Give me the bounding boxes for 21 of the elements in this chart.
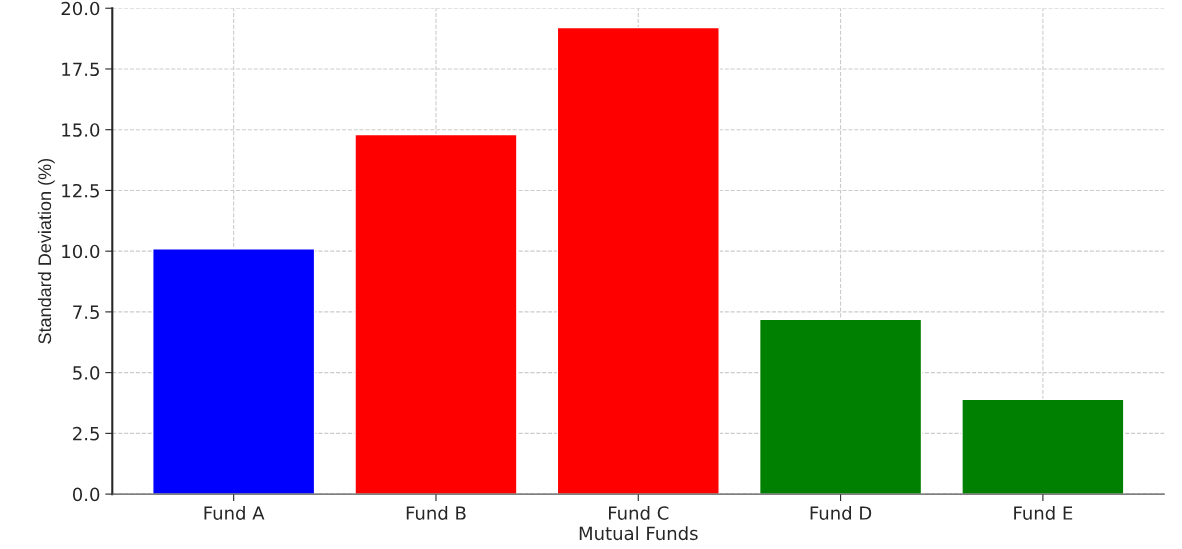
x-tick-label: Fund A — [204, 505, 265, 520]
y-tick-label: 10.0 — [62, 244, 100, 259]
x-tick-label: Fund C — [609, 505, 669, 520]
x-tick-label: Fund B — [406, 505, 466, 520]
bar — [556, 26, 720, 495]
bar — [152, 248, 316, 495]
y-tick-label: 12.5 — [62, 183, 99, 198]
x-axis-title: Mutual Funds — [579, 526, 698, 541]
y-tick-label: 15.0 — [62, 123, 100, 137]
y-axis-title: Standard Deviation (%) — [37, 158, 55, 344]
y-tick-label: 7.5 — [73, 305, 99, 320]
x-tick-label: Fund E — [1014, 505, 1073, 520]
y-tick-label: 17.5 — [62, 62, 99, 77]
bar — [961, 398, 1125, 495]
y-tick-label: 20.0 — [61, 1, 100, 16]
y-tick-label: 5.0 — [73, 366, 100, 380]
bar — [354, 133, 518, 495]
y-tick-label: 2.5 — [73, 426, 99, 441]
x-tick-label: Fund D — [810, 505, 872, 520]
y-tick-label: 0.0 — [72, 487, 100, 502]
bar — [758, 318, 923, 495]
